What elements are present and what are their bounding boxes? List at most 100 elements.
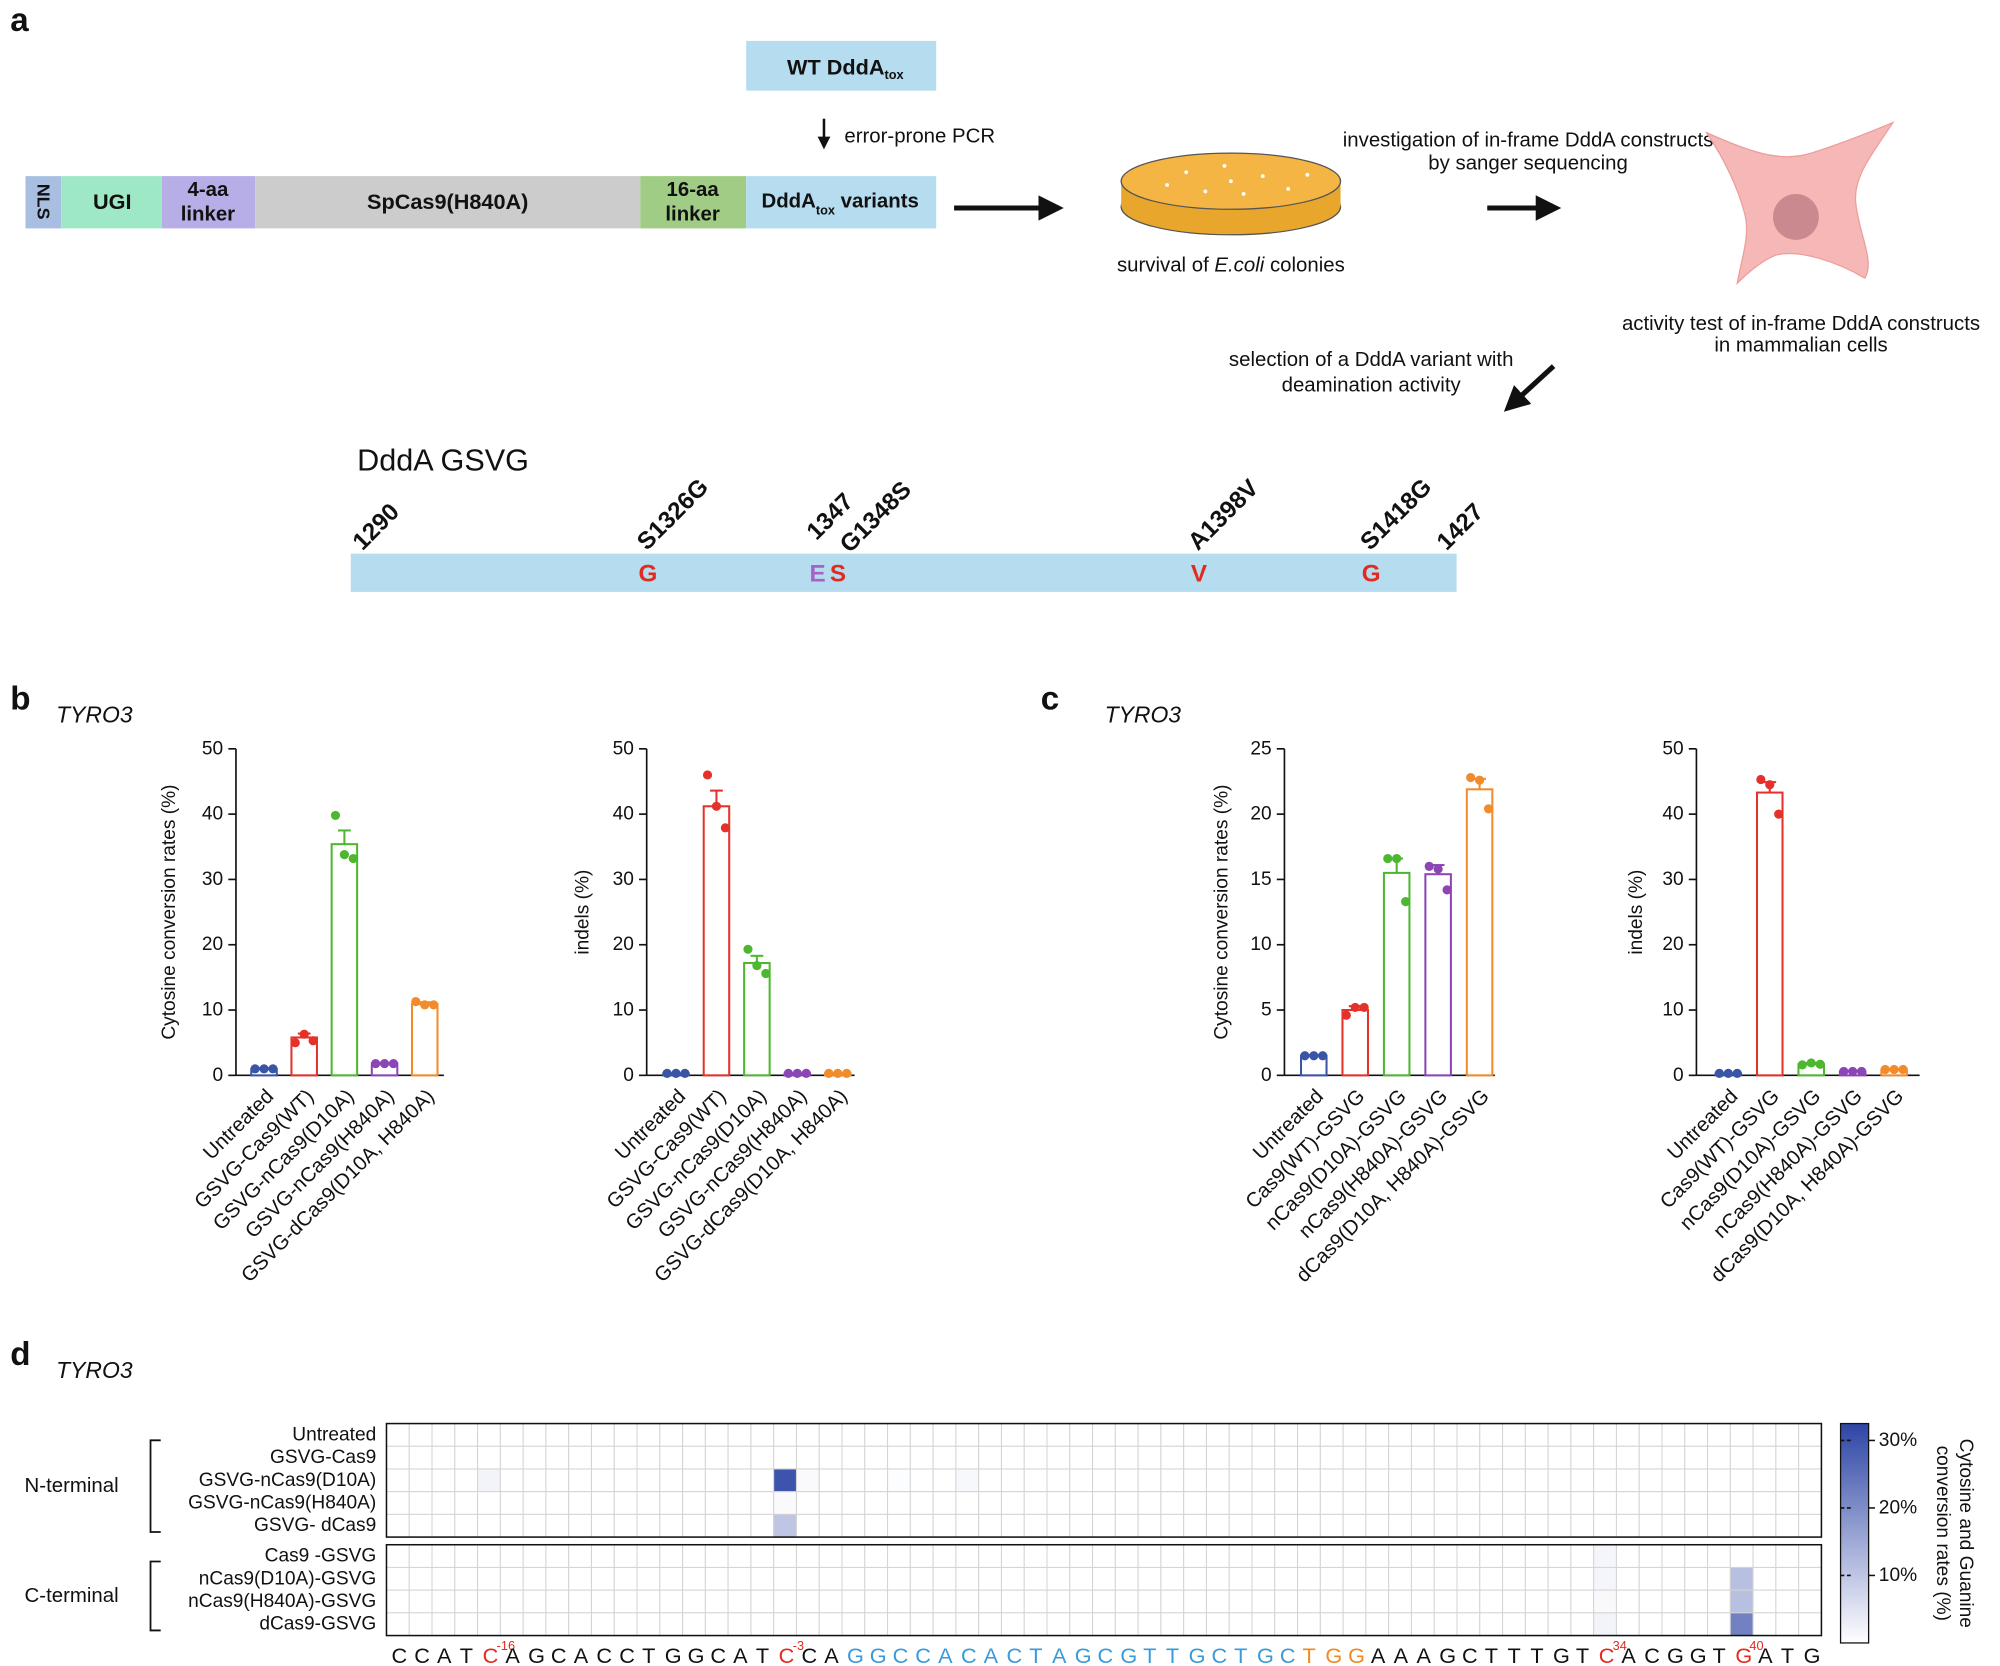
heatmap-cell	[1593, 1612, 1617, 1637]
data-point	[702, 770, 713, 780]
heatmap-cell	[750, 1491, 775, 1515]
heatmap-cell	[431, 1445, 456, 1470]
heatmap-cell	[1615, 1612, 1640, 1637]
heatmap-cell	[727, 1468, 752, 1493]
heatmap-cell	[704, 1544, 729, 1568]
heatmap-cell	[568, 1544, 592, 1568]
dddA-sub: tox	[816, 202, 835, 217]
heatmap-cell	[887, 1589, 911, 1614]
data-point	[833, 1068, 843, 1078]
heatmap-cell	[682, 1468, 706, 1493]
heatmap-cell	[932, 1612, 957, 1637]
heatmap-cell	[1183, 1468, 1207, 1493]
data-point	[720, 823, 730, 833]
heatmap-cell	[1729, 1445, 1754, 1470]
heatmap-cell	[932, 1513, 957, 1538]
heatmap-cell	[499, 1566, 524, 1591]
heatmap-cell	[1661, 1544, 1686, 1568]
heatmap-cell	[773, 1491, 797, 1515]
heatmap-cell	[1251, 1468, 1276, 1493]
heatmap-cell	[1570, 1544, 1595, 1568]
heatmap-cell	[1638, 1491, 1663, 1515]
heatmap-cell	[1046, 1544, 1071, 1568]
heatmap-cell	[955, 1544, 980, 1568]
heatmap-cell	[682, 1491, 706, 1515]
heatmap-cell	[1661, 1423, 1686, 1447]
heatmap-cell	[1547, 1468, 1572, 1493]
data-point	[1300, 1051, 1310, 1061]
y-tick-label: 50	[613, 738, 634, 759]
heatmap-cell	[1000, 1589, 1025, 1614]
heatmap-cell	[1069, 1445, 1094, 1470]
data-point	[1424, 861, 1434, 871]
dddA-text: DddA	[761, 191, 816, 213]
heatmap-cell	[1593, 1491, 1617, 1515]
heatmap-cell	[636, 1445, 661, 1470]
heatmap-cell	[477, 1445, 501, 1470]
heatmap-cell	[978, 1491, 1002, 1515]
heatmap-cell	[932, 1491, 957, 1515]
heatmap-cell	[704, 1423, 729, 1447]
colorbar-label: Cytosine and Guanine	[1955, 1439, 1976, 1628]
pcr-label: error-prone PCR	[844, 126, 995, 148]
colorbar-tick-label: 30%	[1879, 1430, 1917, 1451]
survival-label: survival of E.coli colonies	[1117, 254, 1345, 276]
heatmap-cell	[955, 1612, 980, 1637]
heatmap-cell	[795, 1423, 820, 1447]
heatmap-cell	[590, 1423, 615, 1447]
heatmap-cell	[1456, 1589, 1481, 1614]
heatmap-cell	[545, 1468, 570, 1493]
heatmap-cell	[1547, 1566, 1572, 1591]
heatmap-cell	[682, 1544, 706, 1568]
heatmap-cell	[1798, 1491, 1822, 1515]
heatmap-cell	[1410, 1589, 1435, 1614]
heatmap-cell	[1183, 1513, 1207, 1538]
heatmap-cell	[408, 1544, 433, 1568]
heatmap-cell	[1297, 1513, 1321, 1538]
heatmap-cell	[1798, 1468, 1822, 1493]
heatmap-cell	[1684, 1513, 1709, 1538]
heatmap-cell	[1547, 1491, 1572, 1515]
heatmap-cell	[568, 1423, 592, 1447]
heatmap-cell	[1729, 1491, 1754, 1515]
heatmap-cell	[841, 1423, 866, 1447]
heatmap-cell	[1433, 1513, 1458, 1538]
heatmap-cell	[454, 1513, 479, 1538]
heatmap-cell	[1661, 1491, 1686, 1515]
y-tick-label: 20	[613, 934, 634, 955]
data-point	[268, 1064, 278, 1074]
heatmap-cell	[1023, 1612, 1048, 1637]
bar	[330, 843, 359, 1077]
heatmap-cell	[590, 1491, 615, 1515]
residue: E	[810, 561, 826, 588]
heatmap-cell	[1547, 1445, 1572, 1470]
heatmap-cell	[1502, 1423, 1526, 1447]
heatmap-cell	[1502, 1566, 1526, 1591]
wt-box	[746, 40, 937, 91]
heatmap-cell	[1274, 1468, 1299, 1493]
y-tick-label: 25	[1250, 738, 1271, 759]
heatmap-cell	[1547, 1544, 1572, 1568]
heatmap-cell	[1069, 1423, 1094, 1447]
sequence-segment: C	[779, 1643, 795, 1666]
heatmap-cell	[1365, 1513, 1390, 1538]
sequence-segment: C	[1599, 1643, 1615, 1666]
heatmap-cell	[1183, 1423, 1207, 1447]
sequence-superscript: 34	[1613, 1638, 1627, 1653]
heatmap-cell	[1342, 1544, 1367, 1568]
heatmap-cell	[659, 1544, 684, 1568]
heatmap-cell	[1046, 1423, 1071, 1447]
heatmap-cell	[1502, 1445, 1526, 1470]
row-label: Cas9 -GSVG	[265, 1546, 377, 1567]
sequence-segment: CCAT	[391, 1643, 473, 1666]
heatmap-cell	[773, 1566, 797, 1591]
heatmap-cell	[1456, 1612, 1481, 1637]
heatmap-cell	[1638, 1513, 1663, 1538]
heatmap-cell	[522, 1566, 547, 1591]
heatmap-cell	[818, 1445, 843, 1470]
heatmap-cell	[727, 1566, 752, 1591]
data-point	[429, 1000, 439, 1010]
heatmap-cell	[1160, 1566, 1185, 1591]
data-point	[259, 1064, 269, 1074]
heatmap-cell	[499, 1513, 524, 1538]
